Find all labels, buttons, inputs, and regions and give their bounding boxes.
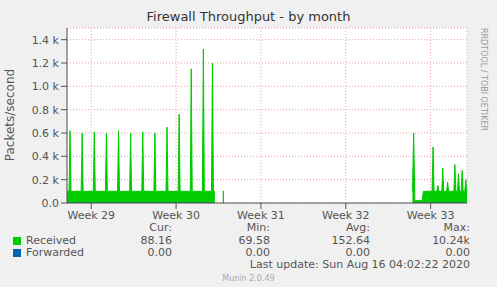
html-text:Min:: Min: xyxy=(246,221,270,234)
svg-text:Week 33: Week 33 xyxy=(407,209,455,222)
html-text:Last update: Sun Aug 16 04:02:: Last update: Sun Aug 16 04:02:22 2020 xyxy=(249,258,470,271)
html-text:Munin 2.0.49: Munin 2.0.49 xyxy=(222,274,275,283)
svg-text:1.4 k: 1.4 k xyxy=(32,34,60,47)
svg-text:Week 29: Week 29 xyxy=(67,209,115,222)
svg-text:1.2 k: 1.2 k xyxy=(32,57,60,70)
html-text:0.00: 0.00 xyxy=(445,246,470,259)
svg-text:0.8 k: 0.8 k xyxy=(32,104,60,117)
html-text:Forwarded: Forwarded xyxy=(26,246,84,259)
html-text:Received: Received xyxy=(26,234,77,247)
html-text:Avg:: Avg: xyxy=(345,221,370,234)
html-text:RRDTOOL / TOBI OETIKER: RRDTOOL / TOBI OETIKER xyxy=(479,28,488,131)
svg-text:Week 31: Week 31 xyxy=(237,209,285,222)
html-text:88.16: 88.16 xyxy=(140,234,172,247)
svg-text:0.4 k: 0.4 k xyxy=(32,150,60,163)
svg-text:Week 32: Week 32 xyxy=(322,209,370,222)
svg-text:1.0 k: 1.0 k xyxy=(32,80,60,93)
svg-text:0.2 k: 0.2 k xyxy=(32,174,60,187)
html-text:152.64: 152.64 xyxy=(331,234,370,247)
html-text:0.00: 0.00 xyxy=(147,246,172,259)
svg-text:0.0: 0.0 xyxy=(42,197,60,210)
svg-text:0.6 k: 0.6 k xyxy=(32,127,60,140)
html-text:Firewall Throughput - by month: Firewall Throughput - by month xyxy=(146,9,351,24)
html-text:69.58: 69.58 xyxy=(238,234,270,247)
html-text:0.00: 0.00 xyxy=(245,246,270,259)
html-text:Packets/second: Packets/second xyxy=(3,68,17,162)
svg-text:Week 30: Week 30 xyxy=(152,209,200,222)
html-text:0.00: 0.00 xyxy=(345,246,370,259)
html-text:Cur:: Cur: xyxy=(149,221,172,234)
html-text:Max:: Max: xyxy=(443,221,470,234)
html-text:10.24k: 10.24k xyxy=(432,234,470,247)
